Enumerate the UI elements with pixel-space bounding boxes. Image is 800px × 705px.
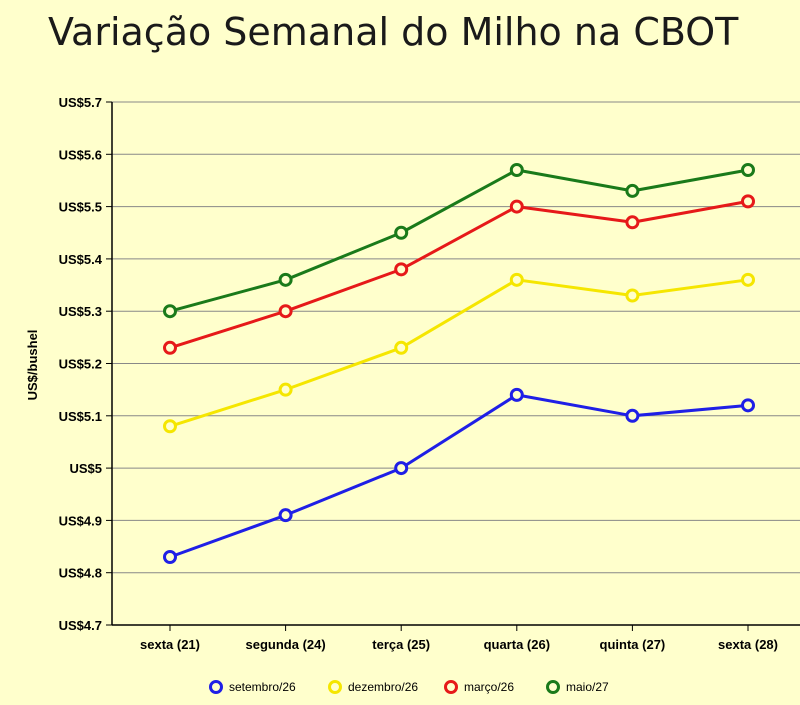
- data-point: [278, 304, 293, 319]
- data-point: [509, 199, 524, 214]
- data-point: [163, 340, 177, 355]
- legend-marker: [328, 680, 342, 694]
- legend-label: setembro/26: [229, 680, 296, 694]
- series-line: [169, 393, 749, 559]
- data-point: [278, 508, 293, 523]
- y-tick-label: US$5.1: [59, 409, 102, 424]
- y-tick-label: US$5.2: [59, 357, 102, 372]
- data-point: [163, 304, 177, 319]
- x-tick-label: terça (25): [372, 637, 430, 652]
- y-tick-label: US$5.7: [59, 95, 102, 110]
- y-tick-label: US$5.5: [59, 200, 102, 215]
- legend-item: maio/27: [546, 680, 609, 694]
- legend-label: março/26: [464, 680, 514, 694]
- data-point: [394, 262, 409, 277]
- data-point: [509, 272, 524, 287]
- chart-title: Variação Semanal do Milho na CBOT: [48, 10, 739, 54]
- data-point: [509, 387, 524, 402]
- y-tick-labels: US$4.7 US$4.8 US$4.9 US$5 US$5.1 US$5.2 US$5.3…: [59, 95, 103, 633]
- series-mar-o-26: [163, 194, 755, 355]
- legend-marker: [444, 680, 458, 694]
- series-line: [169, 168, 749, 313]
- legend-marker: [209, 680, 223, 694]
- series-maio-27: [163, 162, 755, 319]
- axes: [111, 102, 800, 626]
- y-tick-label: US$5: [69, 461, 102, 476]
- legend-marker: [546, 680, 560, 694]
- legend-label: maio/27: [566, 680, 609, 694]
- data-point: [625, 215, 640, 230]
- legend-item: setembro/26: [209, 680, 296, 694]
- data-point: [278, 272, 293, 287]
- x-tick-label: sexta (28): [718, 637, 778, 652]
- series-line: [169, 199, 749, 350]
- x-tick-label: quinta (27): [600, 637, 666, 652]
- y-tick-label: US$5.6: [59, 147, 102, 162]
- data-point: [741, 162, 755, 177]
- series-dezembro-26: [163, 272, 755, 434]
- series-lines: [163, 162, 755, 565]
- data-point: [741, 272, 755, 287]
- data-point: [394, 225, 409, 240]
- data-point: [741, 194, 755, 209]
- y-tick-label: US$4.8: [59, 566, 102, 581]
- gridlines: [106, 101, 800, 626]
- data-point: [394, 461, 409, 476]
- y-tick-label: US$4.7: [59, 618, 102, 633]
- y-tick-label: US$5.3: [59, 304, 102, 319]
- y-tick-label: US$4.9: [59, 513, 102, 528]
- data-point: [625, 183, 640, 198]
- legend-item: março/26: [444, 680, 514, 694]
- data-point: [163, 550, 177, 565]
- data-point: [394, 340, 409, 355]
- x-tick-label: segunda (24): [246, 637, 326, 652]
- data-point: [741, 398, 755, 413]
- y-axis-label: US$/bushel: [25, 330, 40, 401]
- legend: setembro/26 dezembro/26 março/26 maio/27: [209, 680, 609, 694]
- data-point: [163, 419, 177, 434]
- x-tick-label: sexta (21): [140, 637, 200, 652]
- data-point: [278, 382, 293, 397]
- series-setembro-26: [163, 387, 755, 565]
- data-point: [625, 408, 640, 423]
- legend-item: dezembro/26: [328, 680, 418, 694]
- x-tick-labels: sexta (21) segunda (24) terça (25) quarta (…: [140, 625, 778, 652]
- data-point: [509, 162, 524, 177]
- y-tick-label: US$5.4: [59, 252, 103, 267]
- legend-label: dezembro/26: [348, 680, 418, 694]
- data-point: [625, 288, 640, 303]
- x-tick-label: quarta (26): [484, 637, 550, 652]
- series-line: [169, 278, 749, 428]
